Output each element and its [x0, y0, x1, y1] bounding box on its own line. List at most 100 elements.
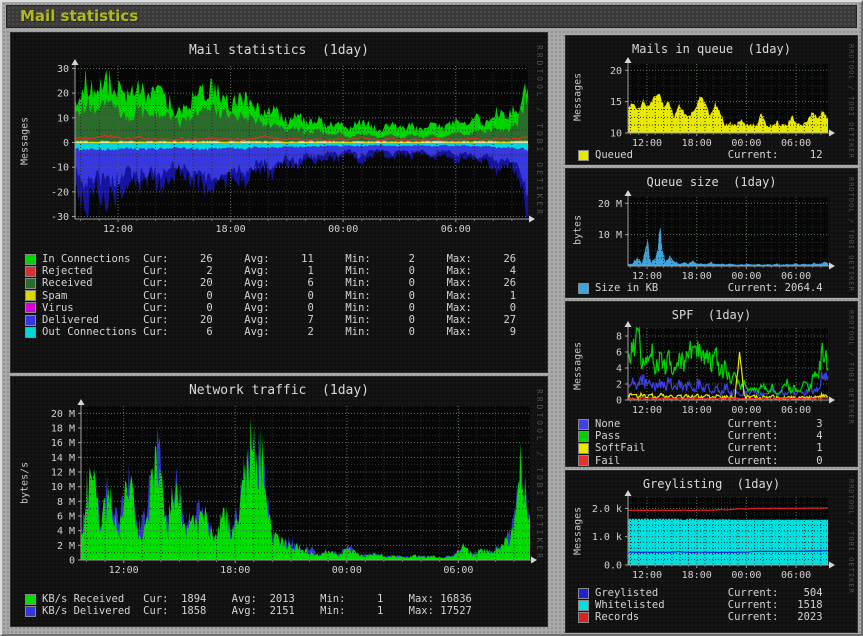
legend-row-records: Records Current: 2023	[578, 611, 823, 623]
y-tick-label: 8	[616, 332, 622, 343]
rrdtool-watermark: RRDTOOL / TOBI OETIKER	[535, 45, 544, 217]
y-tick-label: 10	[57, 113, 69, 124]
series-softfail	[627, 351, 829, 402]
graph-title-mails-in-queue: Mails in queue (1day)	[632, 42, 791, 56]
x-tick-label: 18:00	[220, 565, 250, 576]
x-axis-arrow-icon	[829, 396, 835, 404]
x-tick-label: 18:00	[216, 224, 246, 235]
legend-queue-size: Size in KB Current: 2064.4	[578, 282, 823, 294]
legend-text: SoftFail Current: 1	[595, 442, 823, 455]
chart-mails-in-queue: 10 15 20 12:00 18:00 00:00 06:00	[610, 57, 835, 149]
x-axis-arrow-icon	[531, 556, 537, 564]
x-tick-label: 06:00	[781, 138, 811, 149]
legend-row-in-connections: In Connections Cur: 26 Avg: 11 Min: 2 Ma…	[25, 253, 516, 265]
x-tick-label: 12:00	[632, 570, 662, 581]
y-tick-label: 6	[616, 348, 622, 359]
x-tick-label: 00:00	[328, 224, 358, 235]
y-tick-label: 30	[57, 64, 69, 75]
x-tick-label: 00:00	[332, 565, 362, 576]
legend-row-kb-s-delivered: KB/s Delivered Cur: 1858 Avg: 2151 Min: …	[25, 605, 472, 617]
legend-text: Queued Current: 12	[595, 149, 823, 162]
y-axis-arrow-icon	[624, 57, 632, 63]
series-greylisted	[627, 550, 828, 554]
legend-text: Whitelisted Current: 1518	[595, 599, 823, 612]
legend-swatch-icon	[578, 430, 589, 442]
legend-swatch-icon	[25, 605, 36, 617]
x-tick-label: 06:00	[443, 565, 473, 576]
legend-row-pass: Pass Current: 4	[578, 430, 823, 442]
graph-title-queue-size: Queue size (1day)	[646, 175, 777, 189]
legend-row-greylisted: Greylisted Current: 504	[578, 587, 823, 599]
y-tick-label: -10	[51, 163, 69, 174]
y-tick-label: 0	[616, 396, 622, 407]
rrdtool-watermark: RRDTOOL / TOBI OETIKER	[847, 44, 855, 159]
legend-swatch-icon	[578, 418, 589, 430]
x-tick-label: 12:00	[632, 138, 662, 149]
rrdtool-watermark: RRDTOOL / TOBI OETIKER	[847, 479, 855, 594]
x-tick-label: 18:00	[682, 570, 712, 581]
legend-text: Size in KB Current: 2064.4	[595, 282, 823, 295]
y-tick-label: 15	[610, 97, 622, 108]
x-axis-arrow-icon	[529, 215, 535, 223]
chart-mail-statistics: -30 -20 -10 0 10 20 30 12:00 18:00 00:00 06:00	[51, 59, 535, 235]
y-tick-label: 16 M	[51, 438, 75, 449]
series-out-connections	[75, 142, 528, 152]
legend-swatch-icon	[25, 326, 36, 338]
legend-text: Virus Cur: 0 Avg: 0 Min: 0 Max: 0	[42, 301, 517, 314]
panel-network-traffic: RRDTOOL / TOBI OETIKER Network traffic (…	[10, 376, 548, 627]
y-tick-label: -30	[51, 212, 69, 223]
legend-text: Received Cur: 20 Avg: 6 Min: 0 Max: 26	[42, 277, 517, 290]
legend-swatch-icon	[25, 593, 36, 605]
y-axis-arrow-icon	[77, 399, 85, 405]
rrdtool-watermark: RRDTOOL / TOBI OETIKER	[847, 177, 855, 292]
y-axis-arrow-icon	[71, 59, 79, 65]
series-spam	[74, 140, 529, 144]
legend-row-none: None Current: 3	[578, 418, 823, 430]
legend-swatch-icon	[25, 302, 36, 314]
legend-text: Pass Current: 4	[595, 430, 823, 443]
legend-row-spam: Spam Cur: 0 Avg: 0 Min: 0 Max: 1	[25, 290, 516, 302]
legend-swatch-icon	[578, 455, 589, 467]
legend-row-fail: Fail Current: 0	[578, 455, 823, 467]
series-pass	[627, 326, 829, 396]
legend-text: Delivered Cur: 20 Avg: 7 Min: 0 Max: 27	[42, 314, 517, 327]
y-tick-label: 4	[616, 364, 622, 375]
legend-swatch-icon	[25, 314, 36, 326]
chart-network-traffic: 0 2 M 4 M 6 M 8 M 10 M 12 M 14 M 16 M 18 M 20 M 12:…	[51, 399, 537, 576]
chart-greylisting: 0.0 1.0 k 2.0 k 12:00 18:00 00:00 06:00	[592, 490, 835, 581]
graph-title-greylisting: Greylisting (1day)	[642, 477, 781, 491]
y-tick-label: 4 M	[57, 526, 75, 537]
y-tick-label: 2 M	[57, 541, 75, 552]
panel-spf: RRDTOOL / TOBI OETIKER SPF (1day) Messag…	[565, 301, 858, 467]
series-received	[75, 91, 528, 143]
legend-row-virus: Virus Cur: 0 Avg: 0 Min: 0 Max: 0	[25, 302, 516, 314]
y-axis-arrow-icon	[624, 190, 632, 196]
y-tick-label: 0.0	[604, 561, 622, 572]
legend-row-received: Received Cur: 20 Avg: 6 Min: 0 Max: 26	[25, 277, 516, 289]
legend-swatch-icon	[25, 253, 36, 265]
y-tick-label: 10 M	[598, 230, 622, 241]
y-axis-arrow-icon	[624, 490, 632, 496]
legend-row-size-in-kb: Size in KB Current: 2064.4	[578, 282, 823, 294]
graph-title-spf: SPF (1day)	[671, 308, 752, 322]
legend-text: In Connections Cur: 26 Avg: 11 Min: 2 Ma…	[42, 253, 517, 266]
x-tick-label: 00:00	[731, 138, 761, 149]
legend-swatch-icon	[578, 611, 589, 623]
y-tick-label: 0	[69, 556, 75, 567]
series-kbs-received	[81, 417, 530, 560]
y-tick-label: 2.0 k	[592, 504, 622, 515]
panel-mail-statistics: RRDTOOL / TOBI OETIKER Mail statistics (…	[10, 32, 548, 373]
series-rejected	[74, 133, 529, 143]
x-tick-label: 06:00	[781, 570, 811, 581]
x-tick-label: 06:00	[781, 271, 811, 282]
x-tick-label: 12:00	[103, 224, 133, 235]
x-tick-label: 12:00	[109, 565, 139, 576]
y-tick-label: 14 M	[51, 453, 75, 464]
x-tick-label: 18:00	[682, 405, 712, 416]
series-queued	[628, 93, 828, 133]
legend-text: Records Current: 2023	[595, 611, 823, 624]
legend-text: Fail Current: 0	[595, 454, 823, 467]
legend-text: Greylisted Current: 504	[595, 587, 823, 600]
x-tick-label: 00:00	[731, 271, 761, 282]
